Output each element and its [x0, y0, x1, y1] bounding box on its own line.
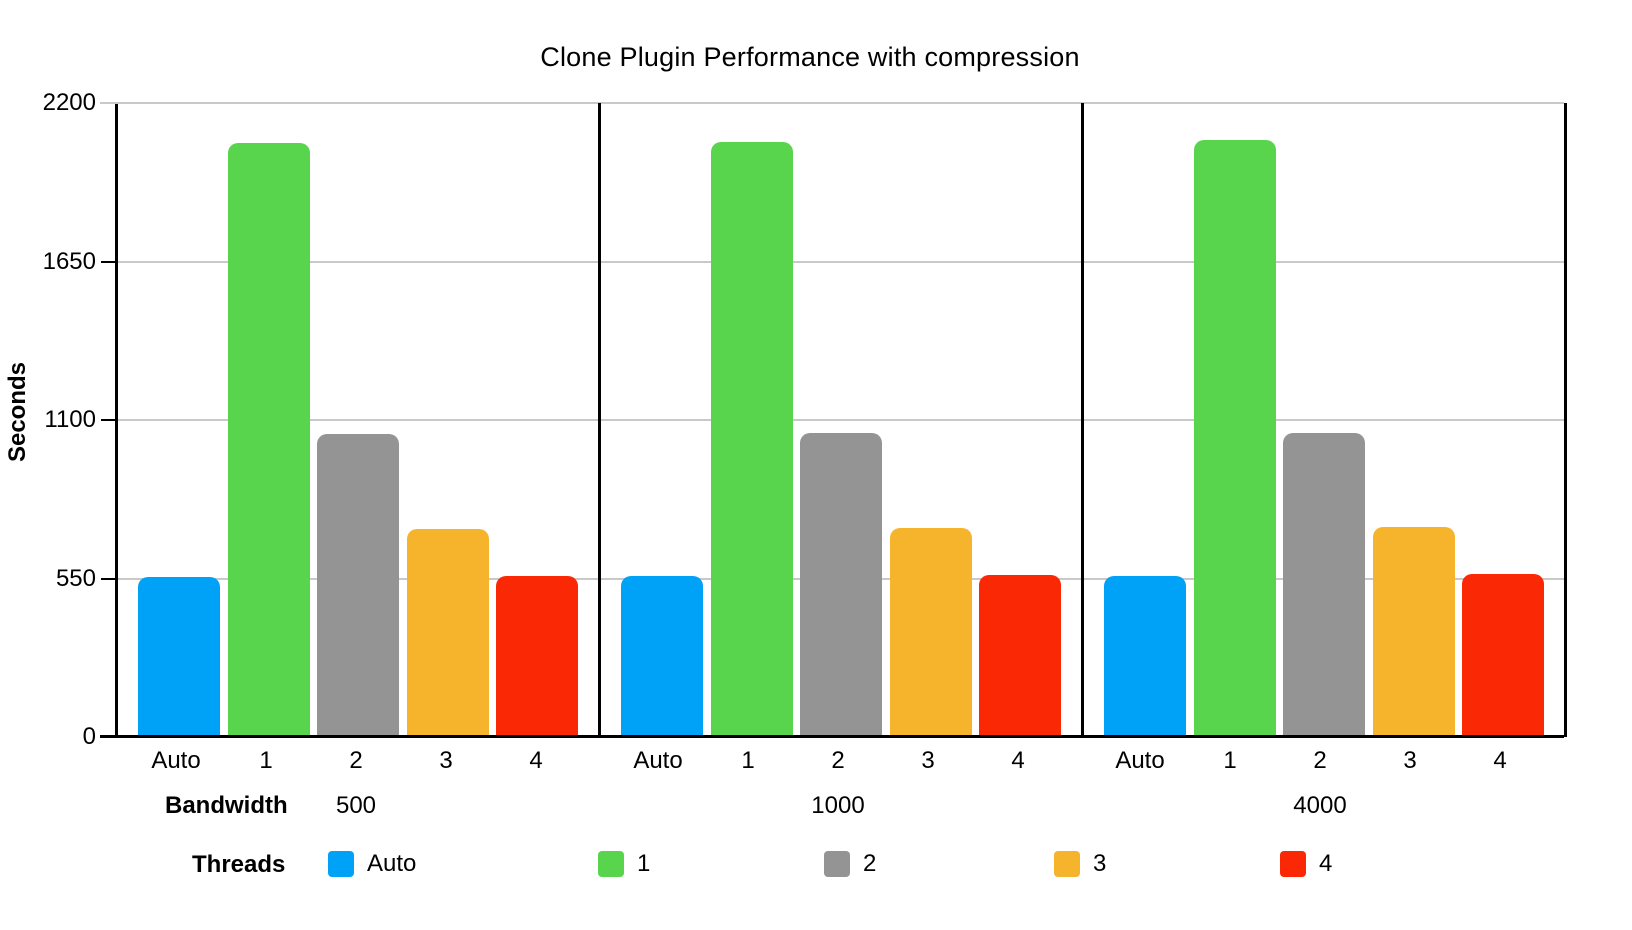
- y-tick-mark-550: [101, 577, 115, 580]
- x-label-group-1000: Auto 1 2 3 4: [597, 747, 1079, 775]
- bar-500-4: [496, 576, 578, 737]
- bar-groups: [118, 103, 1564, 737]
- bar-4000-1: [1193, 140, 1276, 737]
- x-tick-label-4: 4: [529, 747, 543, 774]
- bar-group-1000: [598, 103, 1081, 737]
- bar-4000-auto: [1104, 576, 1186, 737]
- x-label-group-500: Auto 1 2 3 4: [115, 747, 597, 775]
- legend-label-2: 2: [863, 850, 877, 877]
- x-tick-label-1: 1: [741, 747, 755, 774]
- y-tick-mark-1100: [101, 419, 115, 421]
- legend-swatch-2: [824, 851, 850, 877]
- bar-500-1: [227, 143, 310, 737]
- x-tick-label-2: 2: [831, 747, 845, 774]
- y-tick-label-0: 0: [82, 723, 96, 750]
- x-tick-label-2: 2: [349, 747, 363, 774]
- legend-item-auto: Auto: [328, 850, 416, 878]
- legend-label-3: 3: [1093, 850, 1107, 877]
- x-tick-label-1: 1: [1223, 747, 1237, 774]
- bar-500-3: [406, 528, 489, 737]
- gridline-2200: [100, 102, 1564, 104]
- x-tick-label-2: 2: [1313, 747, 1327, 774]
- chart-title: Clone Plugin Performance with compressio…: [540, 42, 1080, 72]
- bar-4000-2: [1283, 432, 1365, 737]
- bandwidth-value-1000: 1000: [811, 792, 865, 819]
- x-tick-label-4: 4: [1493, 747, 1507, 774]
- x-tick-label-3: 3: [1403, 747, 1417, 774]
- legend-label-auto: Auto: [367, 850, 417, 877]
- bar-group-500: [118, 103, 598, 737]
- y-tick-label-550: 550: [55, 564, 96, 592]
- legend-swatch-3: [1054, 851, 1080, 877]
- bar-1000-1: [710, 141, 793, 737]
- gridline-1100: [118, 419, 1564, 421]
- bar-1000-3: [889, 527, 972, 737]
- y-tick-label-2200: 2200: [42, 89, 96, 116]
- x-axis-labels: Auto 1 2 3 4 Auto 1 2 3 4 Auto 1 2 3 4: [115, 747, 1561, 775]
- plot-area: [100, 102, 1567, 737]
- bar-1000-auto: [621, 576, 703, 737]
- x-tick-label-4: 4: [1011, 747, 1025, 774]
- legend-item-4: 4: [1280, 850, 1332, 878]
- x-tick-label-3: 3: [439, 747, 453, 774]
- x-tick-label-auto: Auto: [1115, 747, 1165, 774]
- gridline-1650: [118, 260, 1564, 263]
- x-axis-line: [100, 735, 1564, 738]
- legend-swatch-auto: [328, 851, 354, 877]
- bar-4000-4: [1462, 574, 1544, 737]
- x-tick-label-auto: Auto: [633, 747, 683, 774]
- bandwidth-row-label: Bandwidth: [165, 792, 288, 819]
- legend-label-4: 4: [1319, 850, 1333, 877]
- bandwidth-value-4000: 4000: [1293, 792, 1347, 819]
- bar-500-2: [317, 434, 399, 737]
- y-tick-label-1100: 1100: [44, 406, 96, 433]
- threads-row-label: Threads: [192, 851, 286, 878]
- legend-item-3: 3: [1054, 850, 1106, 878]
- bar-1000-4: [979, 575, 1061, 737]
- x-tick-label-auto: Auto: [151, 747, 201, 774]
- bandwidth-value-500: 500: [335, 792, 377, 819]
- legend-item-2: 2: [824, 850, 876, 878]
- bar-4000-3: [1372, 526, 1455, 737]
- x-label-group-4000: Auto 1 2 3 4: [1079, 747, 1561, 775]
- legend-swatch-4: [1280, 851, 1306, 877]
- bar-group-4000: [1081, 103, 1564, 737]
- y-tick-mark-1650: [101, 260, 115, 263]
- y-tick-label-1650: 1650: [42, 247, 96, 275]
- x-tick-label-1: 1: [259, 747, 273, 774]
- bar-1000-2: [800, 432, 882, 737]
- x-tick-label-3: 3: [921, 747, 935, 774]
- bar-500-auto: [138, 576, 220, 737]
- legend-label-1: 1: [637, 850, 651, 877]
- legend-item-1: 1: [598, 850, 650, 878]
- legend-swatch-1: [598, 851, 624, 877]
